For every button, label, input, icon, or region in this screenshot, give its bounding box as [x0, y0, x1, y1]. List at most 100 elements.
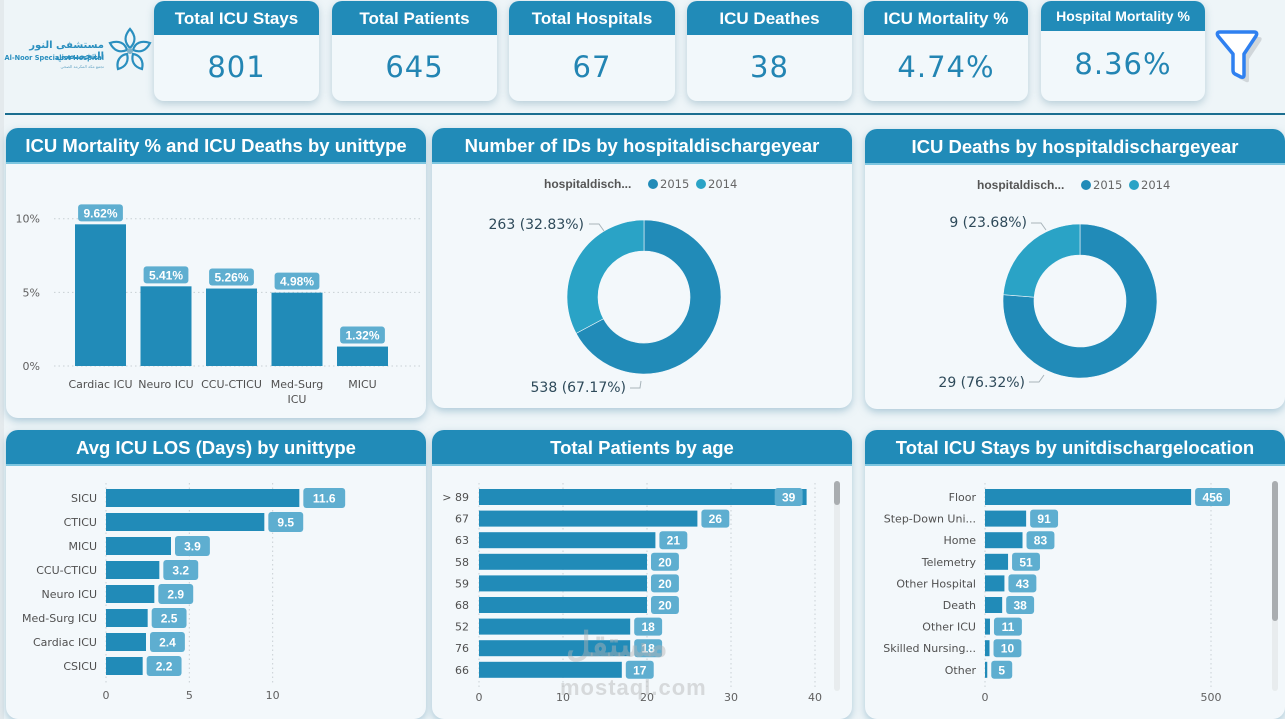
kpi-title: ICU Deathes — [687, 1, 852, 35]
x-tick-label: 500 — [1201, 691, 1222, 704]
data-label: 2.2 — [156, 660, 173, 674]
icu-mortality-bar-chart: 0% 5% 10% 9.62% Cardiac ICU 5.41% Neuro ICU 5.2… — [16, 204, 421, 406]
y-category-label: Other ICU — [922, 621, 976, 634]
panel-icu-stays-by-discharge-location: Total ICU Stays by unitdischargelocation… — [865, 430, 1285, 719]
bar — [106, 657, 143, 675]
data-label: 51 — [1019, 555, 1033, 569]
bar — [106, 633, 146, 651]
data-label-bg — [659, 531, 688, 550]
y-category-label: 68 — [455, 599, 469, 612]
data-label: 1.32% — [345, 329, 379, 343]
data-label: 456 — [1203, 491, 1223, 505]
logo-tagline: تجمع مكة المكرمة الصحي — [60, 64, 104, 69]
panel-icu-deaths-by-discharge-year: ICU Deaths by hospitaldischargeyear hosp… — [865, 129, 1285, 409]
legend-title: hospitaldisch... — [977, 178, 1064, 192]
donut-slice — [1002, 223, 1158, 379]
kpi-title: Total Patients — [332, 1, 497, 35]
data-label-bg — [143, 266, 189, 284]
y-category-label: Death — [943, 599, 976, 612]
funnel-filter-icon — [1215, 30, 1262, 83]
panel-icu-mortality-by-unittype: ICU Mortality % and ICU Deaths by unitty… — [6, 128, 426, 418]
data-label-bg — [651, 596, 679, 614]
bar — [106, 585, 155, 603]
data-label-bg — [1030, 509, 1059, 528]
data-label: 9.5 — [277, 516, 294, 530]
bar — [479, 661, 622, 678]
donut-data-label: 29 (76.32%) — [938, 375, 1025, 391]
star-flower-logo-icon — [108, 27, 152, 71]
data-label: 5 — [998, 663, 1005, 677]
y-category-label: CCU-CTICU — [36, 564, 97, 577]
x-tick-label: 10 — [556, 691, 570, 704]
x-category-label: Neuro ICU — [138, 378, 193, 391]
donut-slice — [575, 219, 722, 375]
y-category-label: Step-Down Uni... — [884, 513, 976, 526]
panel-title: ICU Mortality % and ICU Deaths by unitty… — [6, 128, 426, 164]
y-category-label: Home — [944, 534, 977, 547]
data-label-bg — [1008, 574, 1037, 593]
kpi-value: 801 — [207, 50, 266, 84]
header-separator — [5, 113, 1285, 115]
legend-label: 2015 — [1093, 178, 1122, 192]
donut-data-label: 538 (67.17%) — [531, 380, 626, 396]
donut-data-label: 263 (32.83%) — [489, 217, 584, 233]
kpi-card-icu-deaths: ICU Deathes 38 — [687, 1, 852, 101]
data-label-bg — [651, 552, 679, 571]
data-label-bg — [1012, 552, 1040, 571]
scrollbar-thumb[interactable] — [1272, 481, 1278, 621]
filter-button[interactable] — [1213, 25, 1263, 85]
bar — [985, 661, 988, 678]
scrollbar-track — [834, 481, 840, 691]
donut-slice — [1002, 223, 1081, 298]
x-category-label: Cardiac ICU — [68, 378, 132, 391]
ids-by-year-donut-chart: hospitaldisch... 2015 2014 538 (67.17%) 263 … — [489, 177, 738, 396]
x-category-label: CCU-CTICU — [201, 378, 262, 391]
data-label: 11 — [1002, 620, 1015, 634]
data-label: 2.9 — [167, 588, 184, 602]
legend-marker — [648, 179, 658, 189]
left-edge — [0, 0, 4, 719]
kpi-card-hospital-mortality: Hospital Mortality % 8.36% — [1041, 1, 1205, 101]
y-category-label: SICU — [71, 492, 97, 505]
leader-line — [1029, 374, 1045, 383]
data-label: 5.41% — [149, 268, 183, 282]
data-label: 20 — [658, 577, 672, 591]
y-category-label: Telemetry — [921, 556, 977, 569]
x-tick-label: 20 — [640, 691, 654, 704]
logo-english-name: Al-Noor Specialist Hospital — [4, 54, 105, 62]
y-category-label: CTICU — [64, 516, 97, 529]
x-tick-label: 40 — [808, 691, 822, 704]
data-label-bg — [774, 488, 803, 506]
data-label: 38 — [1013, 599, 1027, 613]
y-category-label: 59 — [455, 577, 469, 590]
kpi-card-icu-mortality: ICU Mortality % 4.74% — [864, 1, 1028, 101]
data-label: 39 — [782, 491, 796, 505]
data-label: 4.98% — [280, 275, 314, 289]
y-tick-label: 5% — [23, 286, 40, 299]
y-category-label: Med-Surg ICU — [22, 612, 97, 625]
data-label-bg — [651, 574, 679, 593]
y-category-label: 67 — [455, 513, 469, 526]
data-label-bg — [78, 204, 123, 222]
legend-marker — [696, 179, 706, 189]
bar — [106, 609, 148, 627]
icu-deaths-by-year-donut-chart: hospitaldisch... 2015 2014 29 (76.32%) 9 (23… — [938, 178, 1170, 391]
bar — [479, 510, 698, 527]
legend-label: 2015 — [660, 177, 689, 191]
data-label: 3.9 — [184, 540, 201, 554]
y-category-label: Other Hospital — [896, 577, 976, 590]
y-category-label: Floor — [949, 491, 977, 504]
bar — [479, 575, 647, 592]
y-category-label: Other — [945, 664, 977, 677]
x-category-label: Med-Surg — [271, 378, 323, 391]
kpi-card-total-patients: Total Patients 645 — [332, 1, 497, 101]
panel-title: Avg ICU LOS (Days) by unittype — [6, 430, 426, 466]
x-tick-label: 5 — [186, 689, 193, 702]
bar — [140, 286, 192, 366]
data-label: 43 — [1016, 577, 1030, 591]
bar — [985, 575, 1005, 592]
bar — [479, 553, 647, 570]
bar — [985, 532, 1023, 549]
scrollbar-thumb[interactable] — [834, 481, 840, 505]
data-label-bg — [993, 639, 1022, 658]
